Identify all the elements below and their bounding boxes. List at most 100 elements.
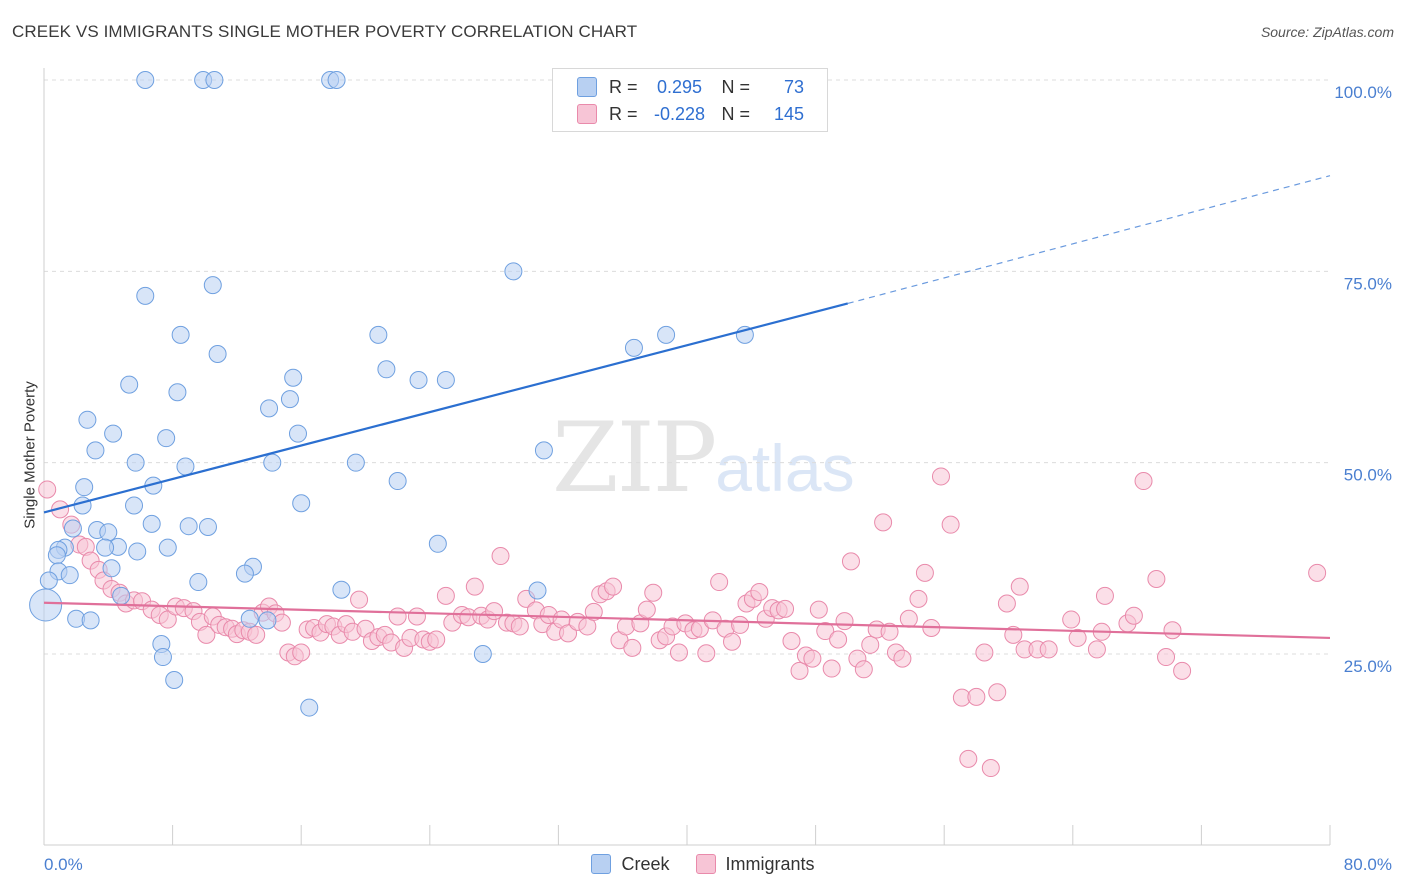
immigrants-point <box>1134 472 1153 491</box>
immigrants-point <box>637 600 656 619</box>
creek-point <box>104 424 123 443</box>
creek-point <box>240 609 259 628</box>
y-tick-label: 50.0% <box>1344 466 1392 485</box>
creek-point <box>86 441 105 460</box>
immigrants-point <box>510 617 529 636</box>
immigrants-point <box>880 622 899 641</box>
immigrants-point <box>427 630 446 649</box>
creek-point <box>504 262 523 281</box>
creek-point <box>165 671 184 690</box>
legend-n-label: N = <box>721 103 751 124</box>
legend-r-label: R = <box>609 103 638 124</box>
grid-lines <box>44 79 1330 655</box>
creek-point <box>528 581 547 600</box>
immigrants-point <box>1095 586 1114 605</box>
legend-r-value: 0.295 <box>656 76 703 97</box>
immigrants-point <box>388 607 407 626</box>
tick-labels: 25.0% 50.0% 75.0% 100.0% 0.0% 80.0% <box>44 83 1392 874</box>
creek-point <box>78 410 97 429</box>
legend-row-immigrants: R = -0.228 N = 145 <box>577 102 804 126</box>
creek-point <box>346 453 365 472</box>
immigrants-point <box>854 660 873 679</box>
creek-point <box>96 538 115 557</box>
creek-point <box>208 344 227 363</box>
immigrants-point <box>710 573 729 592</box>
creek-point <box>136 286 155 305</box>
legend-item-creek[interactable]: Creek <box>591 854 670 875</box>
immigrants-point <box>158 610 177 629</box>
creek-point <box>327 71 346 89</box>
immigrants-point <box>436 586 455 605</box>
legend-r-value: -0.228 <box>653 103 706 124</box>
immigrants-point <box>975 643 994 662</box>
immigrants-point <box>350 590 369 609</box>
immigrants-point <box>809 600 828 619</box>
immigrants-point <box>1039 640 1058 659</box>
immigrants-point <box>1124 606 1143 625</box>
creek-point <box>369 325 388 344</box>
immigrants-point <box>1010 577 1029 596</box>
immigrants-point <box>623 638 642 657</box>
creek-point <box>39 571 58 590</box>
immigrants-point <box>997 594 1016 613</box>
immigrants-point <box>1068 628 1087 647</box>
legend-n-label: N = <box>721 76 751 97</box>
creek-point <box>198 517 217 536</box>
creek-trend-line <box>43 302 849 514</box>
immigrants-point <box>915 563 934 582</box>
source-label: Source: ZipAtlas.com <box>1260 24 1394 40</box>
creek-trend-extrapolation <box>847 175 1331 305</box>
trend-lines <box>43 175 1331 640</box>
creek-point <box>280 390 299 409</box>
creek-point <box>409 371 428 390</box>
creek-point <box>388 472 407 491</box>
immigrants-point <box>723 632 742 651</box>
creek-point <box>136 71 155 89</box>
data-points <box>29 71 1327 778</box>
creek-point <box>258 611 277 630</box>
creek-point <box>205 71 224 89</box>
immigrants-point <box>841 552 860 571</box>
legend-item-immigrants[interactable]: Immigrants <box>695 853 815 875</box>
immigrants-point <box>38 480 57 499</box>
immigrants-point <box>731 615 750 634</box>
immigrants-point <box>988 683 1007 702</box>
immigrants-point <box>697 644 716 663</box>
immigrants-point <box>1062 610 1081 629</box>
immigrants-point <box>816 622 835 641</box>
creek-point <box>203 276 222 295</box>
creek-point <box>29 588 63 622</box>
legend-row-creek: R = 0.295 N = 73 <box>577 75 804 99</box>
immigrants-point <box>1163 621 1182 640</box>
immigrants-point <box>1147 569 1166 588</box>
immigrants-point <box>247 625 266 644</box>
immigrants-point <box>782 631 801 650</box>
creek-point <box>284 368 303 387</box>
creek-point <box>81 611 100 630</box>
immigrants-point <box>790 661 809 680</box>
legend-immigrants-label: Immigrants <box>725 853 815 874</box>
y-tick-label: 75.0% <box>1344 274 1392 293</box>
immigrants-point <box>909 589 928 608</box>
immigrants-point <box>899 609 918 628</box>
creek-point <box>260 399 279 418</box>
legend-n-value: 73 <box>784 76 805 97</box>
creek-point <box>157 429 176 448</box>
creek-point <box>657 325 676 344</box>
immigrants-point <box>861 635 880 654</box>
creek-point <box>189 573 208 592</box>
watermark-zip: ZIP <box>552 402 717 514</box>
immigrants-point <box>776 599 795 618</box>
y-tick-label: 100.0% <box>1334 83 1392 102</box>
immigrants-point <box>1157 648 1176 667</box>
creek-point <box>263 453 282 472</box>
creek-point <box>176 457 195 476</box>
creek-point <box>436 371 455 390</box>
correlation-legend: R = 0.295 N = 73 R = -0.228 N = 145 <box>552 68 828 132</box>
creek-point <box>47 546 66 565</box>
immigrants-point <box>407 607 426 626</box>
creek-point <box>235 564 254 583</box>
x-tick-label: 80.0% <box>1344 855 1392 874</box>
creek-point <box>377 360 396 379</box>
creek-point <box>171 325 190 344</box>
